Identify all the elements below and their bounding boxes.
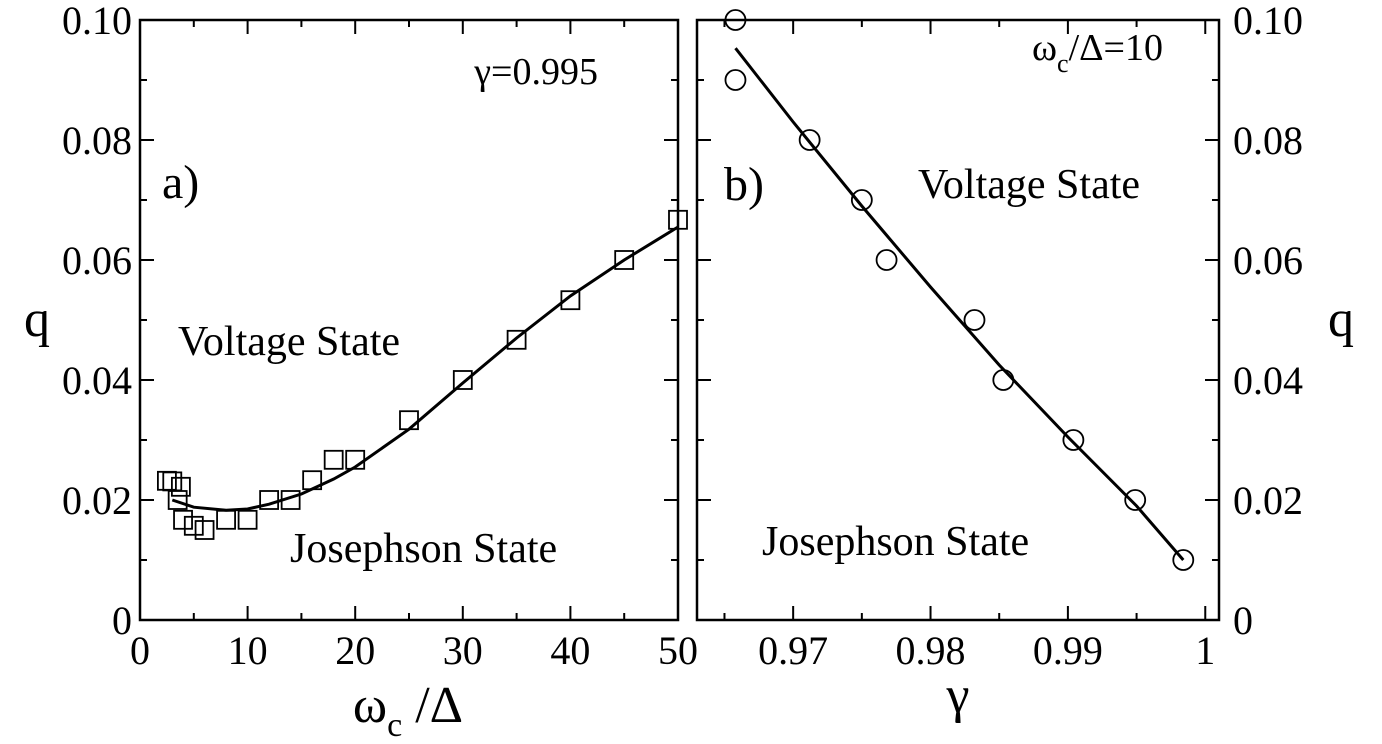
data-point-circle	[798, 129, 821, 151]
y-tick-label: 0.06	[1233, 238, 1303, 283]
y-tick-label: 0.02	[1233, 478, 1303, 523]
data-point-circle	[875, 249, 898, 271]
x-tick-label: 10	[228, 628, 268, 673]
data-point-circle	[992, 369, 1015, 391]
data-point-square	[156, 470, 177, 491]
data-point-square	[183, 515, 204, 536]
panel-b-y-axis-label: q	[1328, 291, 1354, 348]
y-tick-label: 0.02	[62, 478, 132, 523]
panel-a-annotation: γ=0.995	[473, 51, 598, 93]
panel-b-tick-labels: 0.97 0.98 0.99 10 0.02 0.04 0.06 0.08 0.10	[758, 0, 1303, 673]
data-point-square	[302, 470, 323, 491]
x-tick-label: 20	[335, 628, 375, 673]
y-tick-label: 0.08	[1233, 118, 1303, 163]
data-point-circle	[724, 69, 747, 91]
data-point-square	[668, 209, 688, 230]
y-tick-label: 0	[112, 598, 132, 643]
panel-a-x-axis-label: ωc /Δ	[353, 677, 463, 744]
data-point-square	[259, 490, 280, 510]
data-point-square	[452, 370, 473, 390]
panel-a-y-axis-label: q	[24, 291, 50, 348]
data-point-square	[323, 449, 344, 470]
data-point-circle	[724, 9, 747, 31]
data-point-square	[614, 250, 635, 270]
x-tick-label: 40	[550, 628, 590, 673]
data-point-circle	[850, 189, 873, 211]
x-tick-label: 0.98	[896, 628, 966, 673]
y-tick-label: 0.10	[62, 0, 132, 43]
y-tick-label: 0.04	[62, 358, 132, 403]
x-tick-label: 50	[658, 628, 698, 673]
data-point-square	[167, 490, 188, 510]
panel-b-voltage-state-label: Voltage State	[918, 162, 1140, 208]
x-tick-label: 0.99	[1033, 628, 1103, 673]
data-point-circle	[1062, 429, 1085, 451]
y-tick-label: 0.10	[1233, 0, 1303, 43]
x-tick-label: 30	[443, 628, 483, 673]
y-tick-label: 0.04	[1233, 358, 1303, 403]
data-point-square	[237, 509, 258, 530]
x-tick-label: 0	[130, 628, 150, 673]
panel-a-voltage-state-label: Voltage State	[178, 319, 400, 365]
panel-b-plot-area	[724, 9, 1195, 571]
fit-curve-line	[171, 225, 679, 512]
data-point-square	[216, 509, 236, 530]
panel-b-annotation: ωc/Δ=10	[1032, 27, 1163, 78]
data-point-circle	[963, 309, 986, 331]
panel-a-plot-area	[156, 209, 688, 540]
x-tick-label: 0.97	[758, 628, 828, 673]
x-tick-label: 1	[1195, 628, 1215, 673]
data-point-square	[506, 329, 527, 350]
data-point-square	[560, 290, 581, 311]
data-point-square	[345, 449, 366, 470]
data-point-square	[194, 520, 215, 540]
data-point-square	[173, 509, 193, 530]
panel-a-ticks	[139, 19, 679, 621]
y-tick-label: 0.06	[62, 238, 132, 283]
panel-a-josephson-state-label: Josephson State	[290, 526, 557, 572]
data-point-circle	[1124, 489, 1147, 511]
panel-a: 0 10 20 30 40 50 0 0.02 0.04 0.06 0.08 0.10 γ=0.995…	[24, 0, 698, 744]
panel-b-ticks	[697, 19, 1219, 621]
panel-b-x-axis-label: γ	[946, 667, 970, 724]
panel-b-josephson-state-label: Josephson State	[762, 519, 1029, 565]
data-point-square	[170, 476, 191, 497]
panel-b-label: b)	[724, 158, 764, 211]
fit-curve-line	[734, 47, 1185, 561]
panel-a-tick-labels: 0 10 20 30 40 50 0 0.02 0.04 0.06 0.08 0.10	[62, 0, 698, 673]
y-tick-label: 0.08	[62, 118, 132, 163]
data-point-square	[399, 410, 419, 431]
data-point-circle	[1172, 549, 1195, 571]
panel-a-label: a)	[162, 156, 199, 209]
panel-b: 0.97 0.98 0.99 10 0.02 0.04 0.06 0.08 0.10 ωc/Δ=…	[695, 0, 1354, 724]
y-tick-label: 0	[1233, 598, 1253, 643]
data-point-square	[280, 490, 301, 510]
